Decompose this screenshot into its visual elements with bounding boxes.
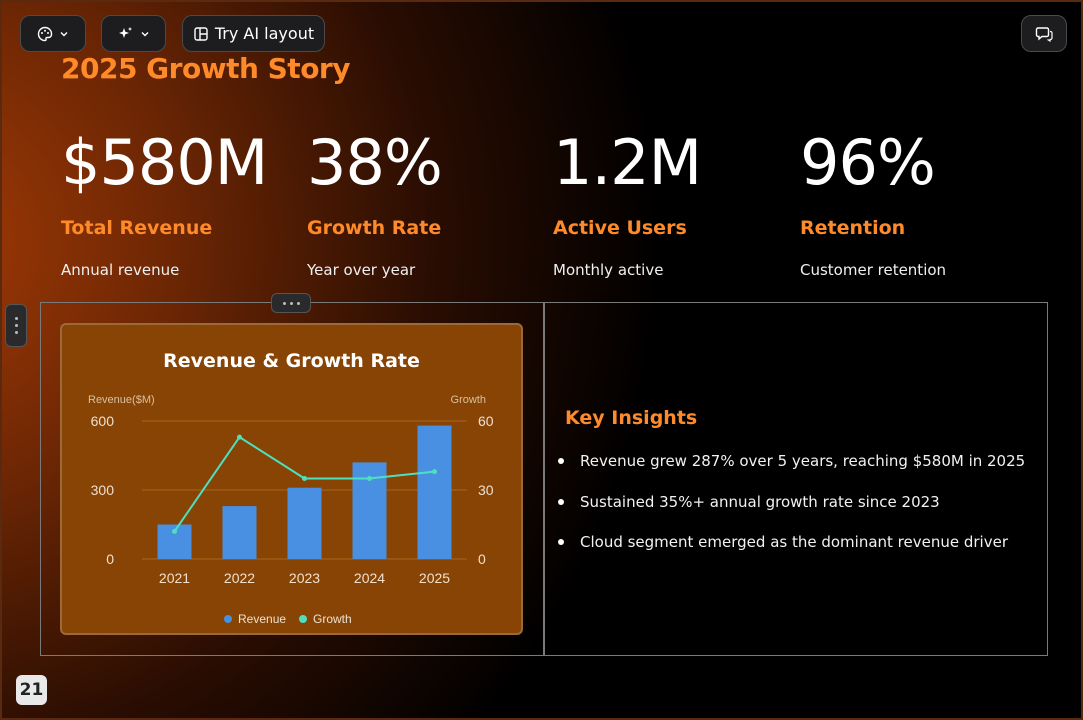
revenue-bar (222, 506, 257, 559)
slide-title: 2025 Growth Story (61, 52, 351, 85)
growth-point (367, 476, 372, 481)
sparkle-icon (118, 26, 134, 42)
stat-growth-rate: 38% Growth Rate Year over year (307, 126, 547, 280)
chevron-down-icon (59, 29, 69, 39)
legend-revenue-marker (224, 615, 232, 623)
growth-point (302, 476, 307, 481)
legend-revenue-label: Revenue (238, 612, 286, 626)
insight-item: Revenue grew 287% over 5 years, reaching… (558, 450, 1025, 491)
comment-icon (1035, 25, 1053, 43)
stat-subtitle: Annual revenue (61, 261, 180, 279)
stat-label: Total Revenue (61, 217, 213, 239)
legend-growth-marker (299, 615, 307, 623)
y-tick-label-right: 30 (478, 482, 494, 498)
x-tick-label: 2024 (354, 570, 385, 586)
stat-label: Retention (800, 217, 906, 239)
growth-point (237, 434, 242, 440)
stat-total-revenue: $580M Total Revenue Annual revenue (61, 126, 301, 280)
legend-growth-label: Growth (313, 612, 352, 626)
y-tick-label-left: 600 (91, 413, 115, 429)
stat-label: Growth Rate (307, 217, 442, 239)
stat-label: Active Users (553, 217, 687, 239)
x-tick-label: 2021 (159, 570, 190, 586)
chart-svg: Revenue & Growth Rate Revenue($M) Growth 0 3… (88, 350, 494, 626)
comment-button[interactable] (1021, 15, 1067, 52)
theme-button[interactable] (20, 15, 86, 52)
stat-value: 38% (307, 126, 443, 199)
stat-value: 1.2M (553, 126, 702, 199)
y-tick-label-left: 0 (106, 551, 114, 567)
y-tick-label-right: 0 (478, 551, 486, 567)
y-tick-label-right: 60 (478, 413, 494, 429)
insights-list: Revenue grew 287% over 5 years, reaching… (558, 450, 1025, 572)
try-ai-layout-button[interactable]: Try AI layout (182, 15, 325, 52)
growth-point (432, 469, 437, 475)
drag-handle-vertical[interactable] (5, 304, 27, 347)
ai-magic-button[interactable] (101, 15, 166, 52)
x-tick-label: 2022 (224, 570, 255, 586)
stat-value: 96% (800, 126, 936, 199)
y-axis-label-right: Growth (451, 394, 486, 406)
drag-handle-horizontal[interactable] (271, 293, 311, 313)
palette-icon (37, 26, 53, 42)
chart-title: Revenue & Growth Rate (163, 350, 420, 372)
x-tick-label: 2023 (289, 570, 320, 586)
chevron-down-icon (140, 29, 150, 39)
y-tick-label-left: 300 (91, 482, 115, 498)
stat-active-users: 1.2M Active Users Monthly active (553, 126, 793, 280)
stat-value: $580M (61, 126, 268, 199)
panel-divider[interactable] (543, 302, 545, 656)
revenue-bar (287, 487, 322, 559)
insight-item: Sustained 35%+ annual growth rate since … (558, 491, 1025, 532)
growth-point (172, 528, 177, 534)
insights-title: Key Insights (565, 407, 698, 429)
stat-subtitle: Customer retention (800, 261, 947, 279)
stat-retention: 96% Retention Customer retention (800, 126, 1040, 280)
stat-subtitle: Monthly active (553, 261, 664, 279)
y-axis-label-left: Revenue($M) (88, 394, 155, 406)
x-tick-label: 2025 (419, 570, 450, 586)
revenue-bar (417, 425, 452, 559)
layout-icon (193, 26, 209, 42)
page-number[interactable]: 21 (16, 675, 47, 705)
stat-subtitle: Year over year (307, 261, 416, 279)
revenue-growth-chart[interactable]: Revenue & Growth Rate Revenue($M) Growth 0 3… (60, 323, 523, 635)
try-ai-layout-label: Try AI layout (214, 24, 315, 43)
insight-item: Cloud segment emerged as the dominant re… (558, 531, 1025, 572)
